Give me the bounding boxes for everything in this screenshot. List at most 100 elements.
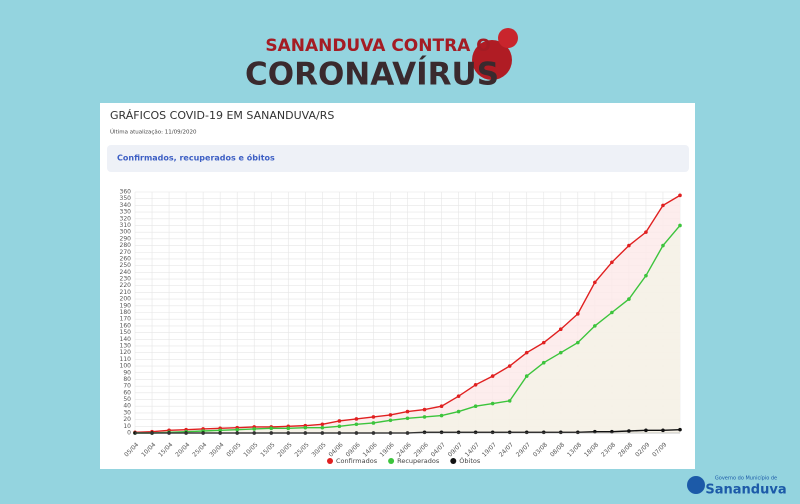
- point: [320, 422, 325, 427]
- y-tick-label: 40: [123, 403, 131, 410]
- y-tick-label: 30: [123, 409, 131, 416]
- point: [507, 430, 512, 435]
- y-tick-label: 160: [120, 322, 132, 329]
- footer-brand: Sananduva: [705, 483, 786, 498]
- point: [627, 429, 631, 433]
- point: [678, 223, 682, 228]
- point: [473, 430, 478, 435]
- legend-label: Óbitos: [459, 456, 481, 465]
- point: [661, 203, 665, 208]
- point: [644, 273, 648, 278]
- y-tick-label: 140: [120, 336, 132, 343]
- y-tick-label: 240: [120, 269, 132, 276]
- y-tick-label: 60: [123, 389, 131, 396]
- y-tick-label: 120: [120, 349, 132, 356]
- point: [371, 415, 376, 419]
- point: [558, 327, 563, 332]
- point: [576, 312, 580, 316]
- y-tick-label: 320: [120, 215, 132, 222]
- section-title: Confirmados, recuperados e óbitos: [117, 153, 275, 163]
- point: [388, 418, 393, 423]
- point: [524, 350, 529, 355]
- point: [593, 324, 597, 328]
- point: [610, 429, 614, 434]
- y-tick-label: 100: [120, 363, 132, 370]
- point: [473, 404, 478, 409]
- point: [541, 430, 546, 435]
- y-tick-label: 180: [120, 309, 132, 316]
- y-tick-label: 130: [120, 342, 132, 349]
- point: [439, 413, 444, 418]
- point: [422, 430, 427, 435]
- y-tick-label: 260: [120, 255, 132, 262]
- point: [354, 417, 359, 421]
- point: [490, 374, 495, 378]
- legend-label: Recuperados: [397, 457, 440, 465]
- point: [507, 364, 512, 368]
- y-tick-label: 270: [120, 249, 132, 256]
- point: [644, 428, 648, 433]
- y-tick-label: 360: [120, 189, 132, 196]
- card-title: GRÁFICOS COVID-19 EM SANANDUVA/RS: [110, 109, 334, 122]
- point: [661, 243, 665, 248]
- point: [286, 426, 291, 431]
- point: [610, 260, 614, 265]
- point: [456, 409, 461, 414]
- y-tick-label: 0: [127, 430, 131, 437]
- point: [422, 407, 427, 412]
- point: [627, 297, 631, 301]
- y-tick-label: 230: [120, 276, 132, 283]
- y-tick-label: 190: [120, 302, 132, 309]
- point: [456, 394, 461, 398]
- point: [235, 427, 239, 432]
- point: [541, 360, 546, 365]
- point: [405, 416, 410, 421]
- point: [218, 428, 222, 433]
- point: [644, 230, 648, 234]
- point: [627, 243, 631, 248]
- point: [558, 350, 563, 355]
- y-tick-label: 250: [120, 262, 132, 269]
- y-tick-label: 20: [123, 416, 131, 423]
- point: [337, 419, 342, 423]
- point: [678, 193, 682, 198]
- point: [507, 399, 512, 403]
- virus-icon: [472, 40, 512, 80]
- point: [473, 383, 478, 387]
- legend-label: Confirmados: [336, 457, 378, 465]
- virus-icon: [498, 28, 518, 48]
- point: [320, 425, 325, 430]
- point: [490, 401, 495, 406]
- point: [610, 310, 614, 315]
- point: [269, 426, 274, 431]
- y-tick-label: 110: [120, 356, 132, 363]
- updated: Última atualização: 11/09/2020: [110, 129, 197, 136]
- header-line2: CORONAVÍRUS: [245, 57, 499, 93]
- y-tick-label: 350: [120, 195, 132, 202]
- point: [422, 415, 427, 419]
- y-tick-label: 290: [120, 235, 132, 242]
- y-tick-label: 300: [120, 229, 132, 236]
- y-tick-label: 210: [120, 289, 132, 296]
- series-area: [135, 225, 680, 433]
- y-tick-label: 70: [123, 383, 131, 390]
- point: [541, 340, 546, 345]
- y-tick-label: 170: [120, 316, 132, 323]
- point: [576, 430, 580, 435]
- y-tick-label: 220: [120, 282, 132, 289]
- point: [558, 430, 563, 435]
- y-tick-label: 310: [120, 222, 132, 229]
- y-tick-label: 200: [120, 296, 132, 303]
- point: [388, 413, 393, 417]
- point: [371, 421, 376, 425]
- point: [661, 428, 665, 433]
- footer-small: Governo do Município de: [715, 475, 777, 482]
- legend-marker: [450, 458, 457, 464]
- y-tick-label: 340: [120, 202, 132, 209]
- point: [439, 430, 444, 435]
- header-line1: SANANDUVA CONTRA O: [265, 36, 490, 56]
- point: [439, 404, 444, 409]
- point: [337, 424, 342, 429]
